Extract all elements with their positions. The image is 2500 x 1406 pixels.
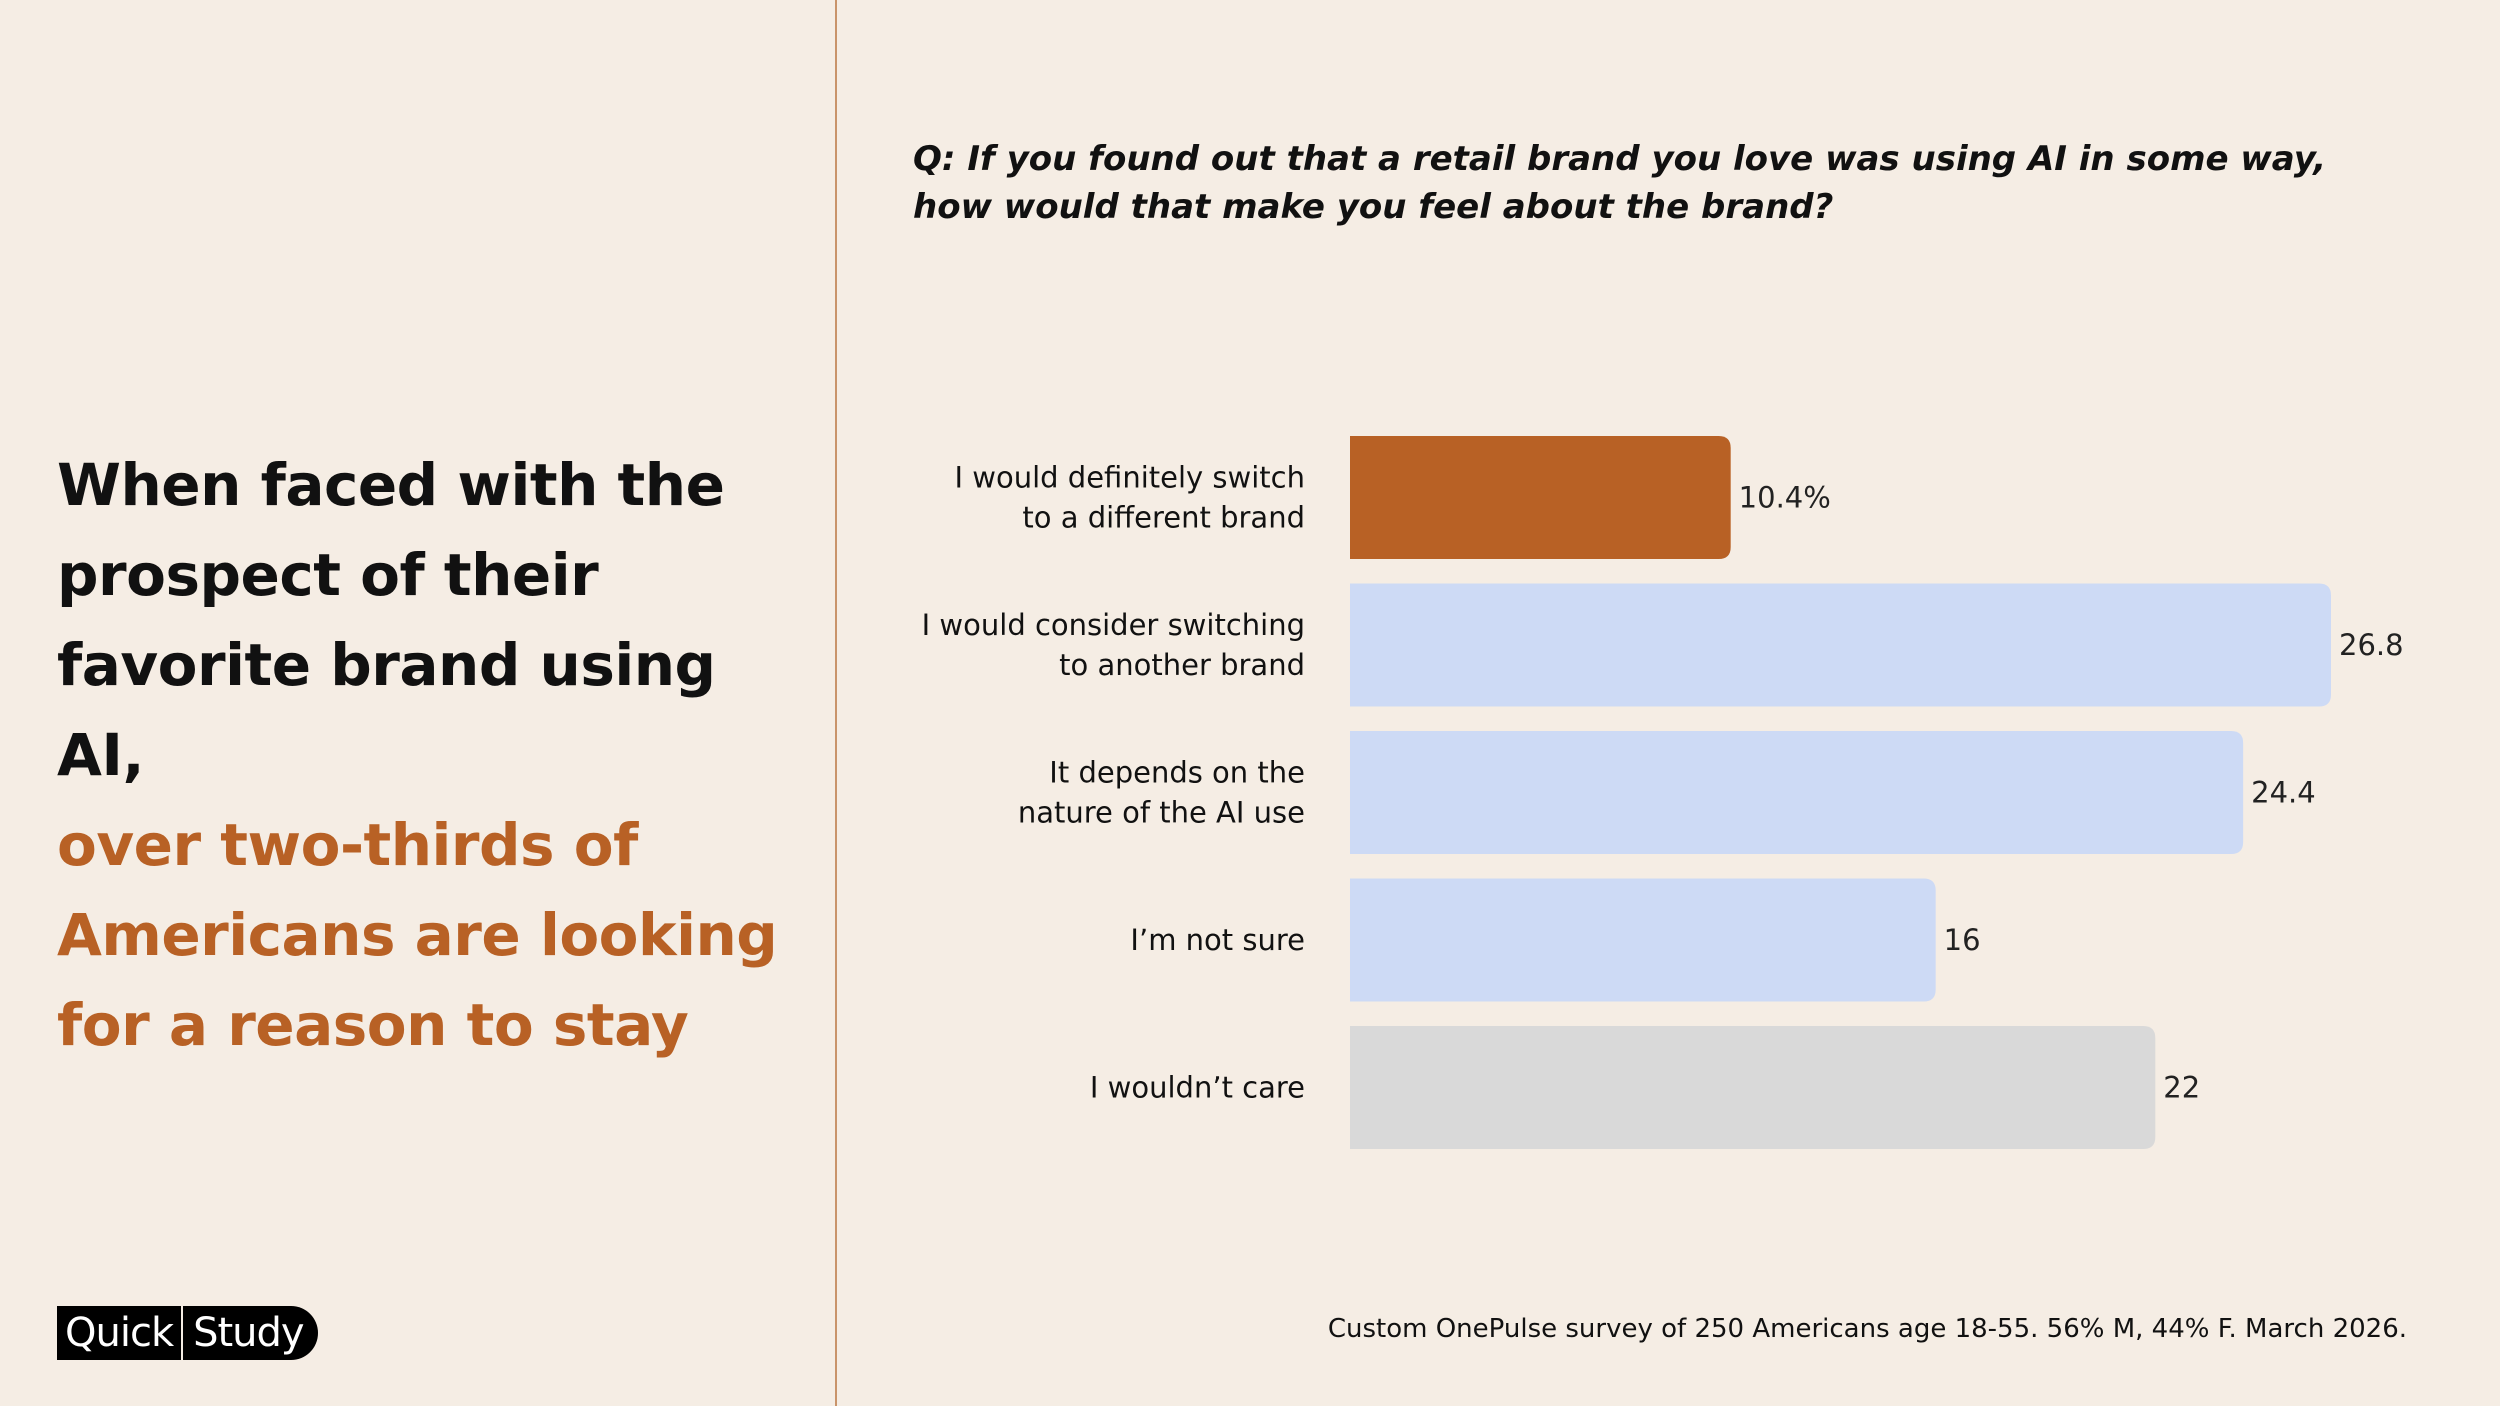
value-label-4: 16 (1944, 923, 1981, 957)
survey-question: Q: If you found out that a retail brand … (913, 139, 2327, 227)
bar-group-4: 16 I’m not sure (1130, 878, 1981, 1002)
headline-accent-line-2: Americans are looking (57, 901, 778, 969)
headline-accent-line-3: for a reason to stay (57, 991, 689, 1059)
bar-group-3: 24.4 It depends on the nature of the AI us… (1018, 731, 2316, 854)
headline-line-1: When faced with the (57, 451, 725, 519)
category-label-3: It depends on the nature of the AI use (1018, 756, 1305, 830)
column-divider (835, 0, 837, 1406)
footnote: Custom OnePulse survey of 250 Americans … (1327, 1314, 2407, 1344)
bar-2 (1350, 583, 2331, 707)
bar-4 (1350, 878, 1936, 1002)
bar-1 (1350, 436, 1731, 559)
bar-group-5: 22 I wouldn’t care (1090, 1026, 2200, 1149)
bar-group-2: 26.8 I would consider switching to another… (922, 583, 2404, 707)
logo-word-quick: Quick (57, 1306, 182, 1360)
category-label-1: I would definitely switch to a different … (955, 461, 1305, 535)
bar-5 (1350, 1026, 2156, 1149)
category-label-2: I would consider switching to another bra… (922, 608, 1305, 682)
category-label-4: I’m not sure (1130, 923, 1305, 957)
headline-line-2: prospect of their (57, 541, 599, 609)
category-label-5: I wouldn’t care (1090, 1071, 1305, 1105)
headline-line-3: favorite brand using AI, (57, 631, 716, 789)
headline-accent-line-1: over two-thirds of (57, 811, 638, 879)
bar-3 (1350, 731, 2244, 854)
bar-group-1: 10.4% I would definitely switch to a diffe… (955, 436, 1831, 559)
value-label-2: 26.8 (2339, 628, 2404, 662)
value-label-3: 24.4 (2251, 776, 2316, 810)
logo-word-study: Study (183, 1306, 318, 1360)
value-label-1: 10.4% (1739, 481, 1831, 515)
value-label-5: 22 (2163, 1071, 2200, 1105)
quick-study-logo: Quick Study (57, 1306, 318, 1360)
headline: When faced with the prospect of their fa… (57, 440, 817, 1070)
